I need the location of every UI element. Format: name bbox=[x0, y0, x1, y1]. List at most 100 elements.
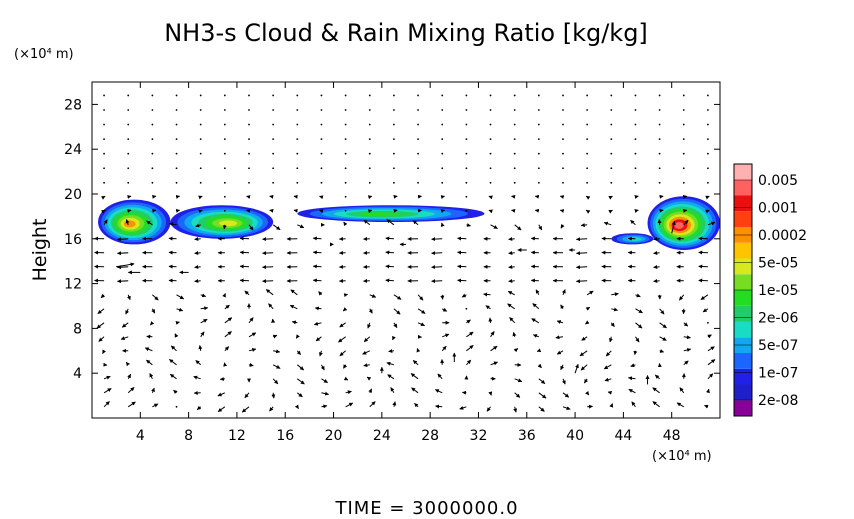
wind-arrow bbox=[239, 264, 250, 269]
wind-dot bbox=[465, 138, 468, 141]
wind-dot bbox=[127, 123, 130, 126]
wind-arrow bbox=[367, 209, 373, 214]
wind-dot bbox=[320, 94, 323, 97]
wind-dot bbox=[151, 152, 154, 155]
wind-arrow bbox=[319, 209, 324, 214]
wind-arrow bbox=[457, 278, 467, 283]
wind-dot bbox=[682, 94, 685, 97]
wind-arrow bbox=[125, 219, 130, 225]
wind-dot bbox=[151, 123, 154, 126]
wind-dot bbox=[537, 152, 540, 155]
wind-arrow bbox=[508, 265, 515, 270]
wind-dot bbox=[441, 181, 444, 184]
wind-arrow bbox=[121, 322, 129, 328]
wind-dot bbox=[537, 94, 540, 97]
wind-arrow bbox=[321, 404, 328, 409]
wind-arrow bbox=[176, 294, 185, 300]
wind-arrow bbox=[532, 334, 540, 338]
wind-arrow bbox=[417, 322, 425, 327]
wind-arrow bbox=[241, 406, 250, 413]
wind-dot bbox=[393, 138, 395, 141]
wind-arrow bbox=[369, 294, 377, 298]
y-tick-label: 8 bbox=[73, 321, 82, 337]
wind-arrow bbox=[269, 406, 274, 412]
wind-arrow bbox=[296, 392, 303, 398]
wind-arrow bbox=[151, 308, 156, 314]
wind-arrow bbox=[175, 208, 181, 213]
wind-dot bbox=[417, 123, 419, 126]
wind-arrow bbox=[509, 317, 516, 324]
wind-arrow bbox=[608, 209, 613, 214]
wind-arrow bbox=[536, 348, 542, 353]
wind-dot bbox=[562, 152, 564, 155]
wind-arrow bbox=[194, 279, 201, 284]
y-tick-label: 20 bbox=[64, 187, 82, 203]
wind-arrow bbox=[585, 390, 590, 396]
wind-dot bbox=[175, 94, 178, 97]
wind-dot bbox=[103, 138, 105, 141]
wind-arrow bbox=[683, 335, 691, 340]
wind-arrow bbox=[125, 308, 130, 315]
wind-arrow bbox=[392, 335, 396, 341]
wind-arrow bbox=[198, 209, 203, 214]
wind-arrow bbox=[705, 195, 710, 200]
wind-arrow bbox=[635, 322, 643, 329]
colorbar-label: 0.005 bbox=[758, 173, 798, 189]
wind-arrow bbox=[490, 331, 495, 338]
wind-dot bbox=[151, 167, 154, 170]
cloud-contour bbox=[674, 221, 684, 229]
wind-dot bbox=[127, 152, 130, 155]
wind-arrow bbox=[659, 322, 667, 329]
wind-arrow bbox=[559, 195, 565, 199]
wind-arrow bbox=[580, 223, 588, 228]
wind-arrow bbox=[538, 406, 545, 412]
cloud-contour bbox=[123, 220, 136, 228]
wind-arrow bbox=[393, 194, 398, 199]
colorbar-swatch bbox=[734, 368, 752, 385]
wind-arrow bbox=[222, 224, 227, 230]
wind-dot bbox=[344, 195, 347, 198]
colorbar-swatch bbox=[734, 400, 752, 416]
wind-dot bbox=[562, 123, 564, 126]
wind-dot bbox=[465, 195, 468, 198]
wind-dot bbox=[586, 109, 589, 111]
wind-arrow bbox=[297, 224, 305, 229]
wind-arrow bbox=[217, 392, 226, 397]
wind-dot bbox=[248, 181, 250, 184]
wind-dot bbox=[223, 167, 226, 170]
wind-dot bbox=[320, 138, 323, 141]
wind-arrow bbox=[295, 334, 300, 339]
wind-dot bbox=[465, 307, 468, 310]
wind-dot bbox=[223, 123, 226, 126]
wind-dot bbox=[682, 138, 685, 141]
wind-dot bbox=[489, 181, 492, 184]
wind-dot bbox=[199, 94, 202, 97]
wind-arrow bbox=[200, 293, 207, 298]
wind-dot bbox=[127, 138, 130, 141]
wind-dot bbox=[344, 152, 347, 155]
y-tick-label: 28 bbox=[64, 97, 82, 113]
x-tick-label: 44 bbox=[614, 428, 632, 444]
wind-dot bbox=[368, 152, 371, 155]
wind-dot bbox=[586, 181, 589, 184]
wind-dot bbox=[223, 209, 226, 212]
wind-dot bbox=[344, 94, 347, 97]
wind-arrow bbox=[175, 320, 180, 325]
wind-arrow bbox=[117, 237, 129, 242]
wind-dot bbox=[562, 167, 564, 170]
wind-arrow bbox=[100, 293, 106, 299]
wind-arrow bbox=[248, 347, 257, 352]
wind-arrow bbox=[609, 403, 614, 408]
wind-arrow bbox=[388, 349, 394, 353]
wind-dot bbox=[489, 152, 492, 155]
wind-arrow bbox=[652, 387, 660, 394]
wind-dot bbox=[441, 109, 444, 111]
wind-arrow bbox=[293, 208, 298, 213]
wind-dot bbox=[368, 167, 371, 170]
wind-arrow bbox=[561, 289, 566, 295]
wind-arrow bbox=[393, 322, 398, 328]
wind-arrow bbox=[579, 350, 588, 357]
wind-dot bbox=[248, 152, 250, 155]
wind-arrow bbox=[659, 336, 667, 341]
wind-dot bbox=[103, 94, 105, 97]
